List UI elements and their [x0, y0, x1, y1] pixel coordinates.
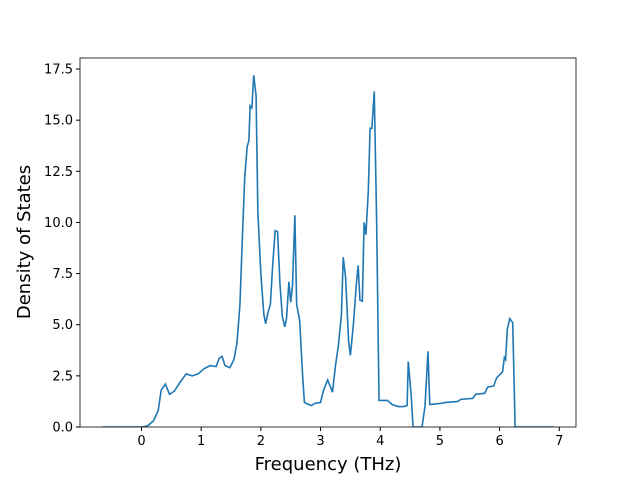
y-axis-label: Density of States — [14, 165, 35, 319]
y-tick-label: 2.5 — [52, 369, 73, 384]
y-tick-label: 5.0 — [52, 318, 73, 333]
x-tick-label: 1 — [197, 434, 205, 449]
y-tick-label: 15.0 — [44, 114, 73, 129]
x-tick-label: 5 — [436, 434, 444, 449]
y-tick-label: 12.5 — [44, 165, 73, 180]
x-axis-label: Frequency (THz) — [255, 454, 402, 475]
x-tick-label: 0 — [137, 434, 145, 449]
x-tick-label: 4 — [376, 434, 384, 449]
x-tick-label: 2 — [257, 434, 265, 449]
x-tick-label: 6 — [495, 434, 503, 449]
y-tick-label: 17.5 — [44, 63, 73, 78]
line — [102, 75, 554, 427]
plot-frame — [79, 57, 577, 428]
y-tick-label: 10.0 — [44, 216, 73, 231]
x-tick-label: 7 — [555, 434, 563, 449]
y-tick-label: 7.5 — [52, 267, 73, 282]
x-tick-label: 3 — [316, 434, 324, 449]
y-tick-label: 0.0 — [52, 421, 73, 436]
